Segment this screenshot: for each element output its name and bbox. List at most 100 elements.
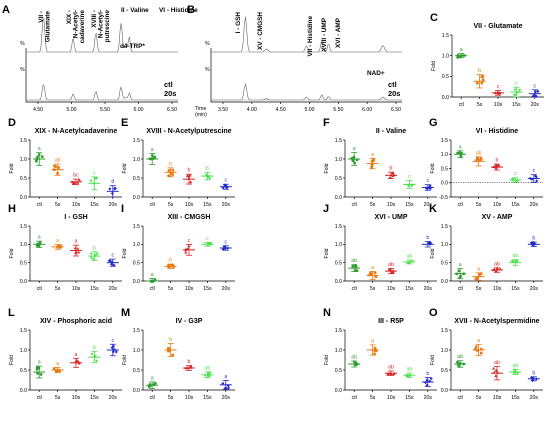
y-axis-label: Fold: [122, 355, 128, 365]
x-tick-label: 3.50: [218, 107, 228, 113]
x-tick-label: ctl: [352, 202, 357, 208]
x-tick-label: 5.50: [333, 107, 343, 113]
data-point: [167, 265, 170, 269]
data-point: [209, 241, 213, 245]
data-point: [492, 366, 496, 370]
panel-label: N: [323, 307, 331, 319]
y-tick-label: 0.0: [133, 279, 140, 285]
significance-letter: ab: [494, 360, 500, 366]
y-axis-label-text: Fold: [9, 355, 15, 365]
y-axis-label-text: Fold: [324, 163, 330, 173]
x-tick-label: 20s: [222, 395, 231, 401]
significance-letter: a: [151, 375, 154, 381]
data-point: [56, 245, 59, 249]
peak-label: II - Valine: [121, 7, 149, 14]
chart-title: XV - AMP: [482, 214, 513, 221]
data-point: [370, 166, 373, 169]
significance-letter: ab: [388, 364, 394, 370]
y-tick-label: -0.5: [439, 195, 448, 201]
significance-letter: b: [169, 337, 172, 343]
data-point: [425, 383, 429, 387]
data-point: [354, 269, 358, 272]
data-point: [518, 88, 522, 92]
peak-label-text: VII - Histidine: [307, 16, 314, 57]
x-tick-label: ctl: [150, 395, 155, 401]
y-tick-label: 1.5: [335, 138, 342, 144]
data-point: [390, 173, 394, 176]
data-point: [75, 359, 79, 362]
x-tick-label: 4.50: [276, 107, 286, 113]
significance-letter: a: [75, 352, 78, 358]
panel-label: F: [323, 117, 330, 129]
data-point: [457, 364, 461, 368]
data-point: [167, 174, 170, 177]
data-point: [150, 154, 154, 157]
data-point: [535, 179, 539, 183]
x-tick-label: 5s: [370, 286, 376, 292]
significance-letter: a: [459, 262, 462, 268]
x-tick-label: 5.00: [304, 107, 314, 113]
peak-label-text: XVIII -N-Acetyl-putrescine: [91, 10, 111, 43]
data-point: [89, 252, 93, 256]
y-tick-label: 0.0: [133, 388, 140, 394]
data-point: [167, 349, 171, 353]
data-point: [391, 171, 395, 175]
data-point: [37, 366, 41, 370]
chart-panel-D: D XIX - N-Acetylcadaverine 0.0 0.5 1.0 1.5 Fol…: [8, 117, 122, 208]
significance-letter: a: [460, 47, 463, 53]
significance-letter: c: [514, 171, 517, 177]
data-point: [56, 172, 59, 175]
data-point: [492, 165, 496, 168]
x-tick-label: 10s: [387, 286, 396, 292]
chromatogram-trace-20s: [211, 82, 402, 101]
data-point: [496, 370, 500, 374]
chart-panel-M: M IV - G3P 0.0 0.5 1.0 1.5 Fold ctl a 5s b 10s b 15s a…: [121, 307, 235, 401]
y-tick-label: 0.0: [335, 279, 342, 285]
y-tick-label: 0.0: [442, 95, 449, 101]
panel-label: C: [430, 12, 438, 24]
data-point: [392, 173, 396, 176]
data-point: [373, 346, 377, 350]
y-axis-label: %: [205, 67, 210, 73]
data-point: [94, 254, 98, 258]
y-axis-label: %: [20, 67, 25, 73]
x-tick-label: 10s: [72, 286, 81, 292]
data-point: [492, 268, 496, 272]
data-point: [73, 246, 77, 250]
data-point: [110, 346, 114, 350]
y-tick-label: 0.5: [20, 368, 27, 374]
y-tick-label: 1.5: [441, 328, 448, 334]
y-tick-label: 1.0: [335, 242, 342, 248]
significance-letter: a: [371, 338, 374, 344]
y-tick-label: 1.5: [133, 328, 140, 334]
data-point: [516, 372, 520, 375]
x-tick-label: ctl: [37, 395, 42, 401]
y-tick-label: 0.5: [133, 368, 140, 374]
data-point: [459, 274, 463, 278]
x-tick-label: 5.00: [66, 107, 76, 113]
y-axis-label-text: Fold: [122, 163, 128, 173]
significance-letter: c: [408, 174, 411, 180]
x-tick-label: 5s: [477, 102, 483, 108]
data-point: [352, 155, 356, 159]
data-point: [475, 157, 479, 160]
data-point: [355, 158, 359, 162]
data-point: [107, 259, 111, 263]
data-point: [110, 262, 114, 266]
x-tick-label: 10s: [185, 286, 194, 292]
data-point: [95, 359, 99, 363]
y-axis-label: Fold: [324, 355, 330, 365]
panel-label: O: [429, 307, 438, 319]
data-point: [223, 183, 227, 187]
y-tick-label: 0.5: [133, 260, 140, 266]
chart-title: III - R5P: [378, 318, 404, 325]
x-tick-label: 5.50: [100, 107, 110, 113]
data-point: [428, 184, 432, 188]
x-tick-label: 20s: [530, 202, 539, 208]
data-point: [167, 169, 171, 172]
significance-letter: a: [459, 144, 462, 150]
data-point: [480, 81, 484, 85]
y-tick-label: 0.5: [133, 176, 140, 182]
peak-label: XVIII -N-Acetyl-putrescine: [91, 10, 111, 43]
x-tick-label: 15s: [511, 395, 520, 401]
